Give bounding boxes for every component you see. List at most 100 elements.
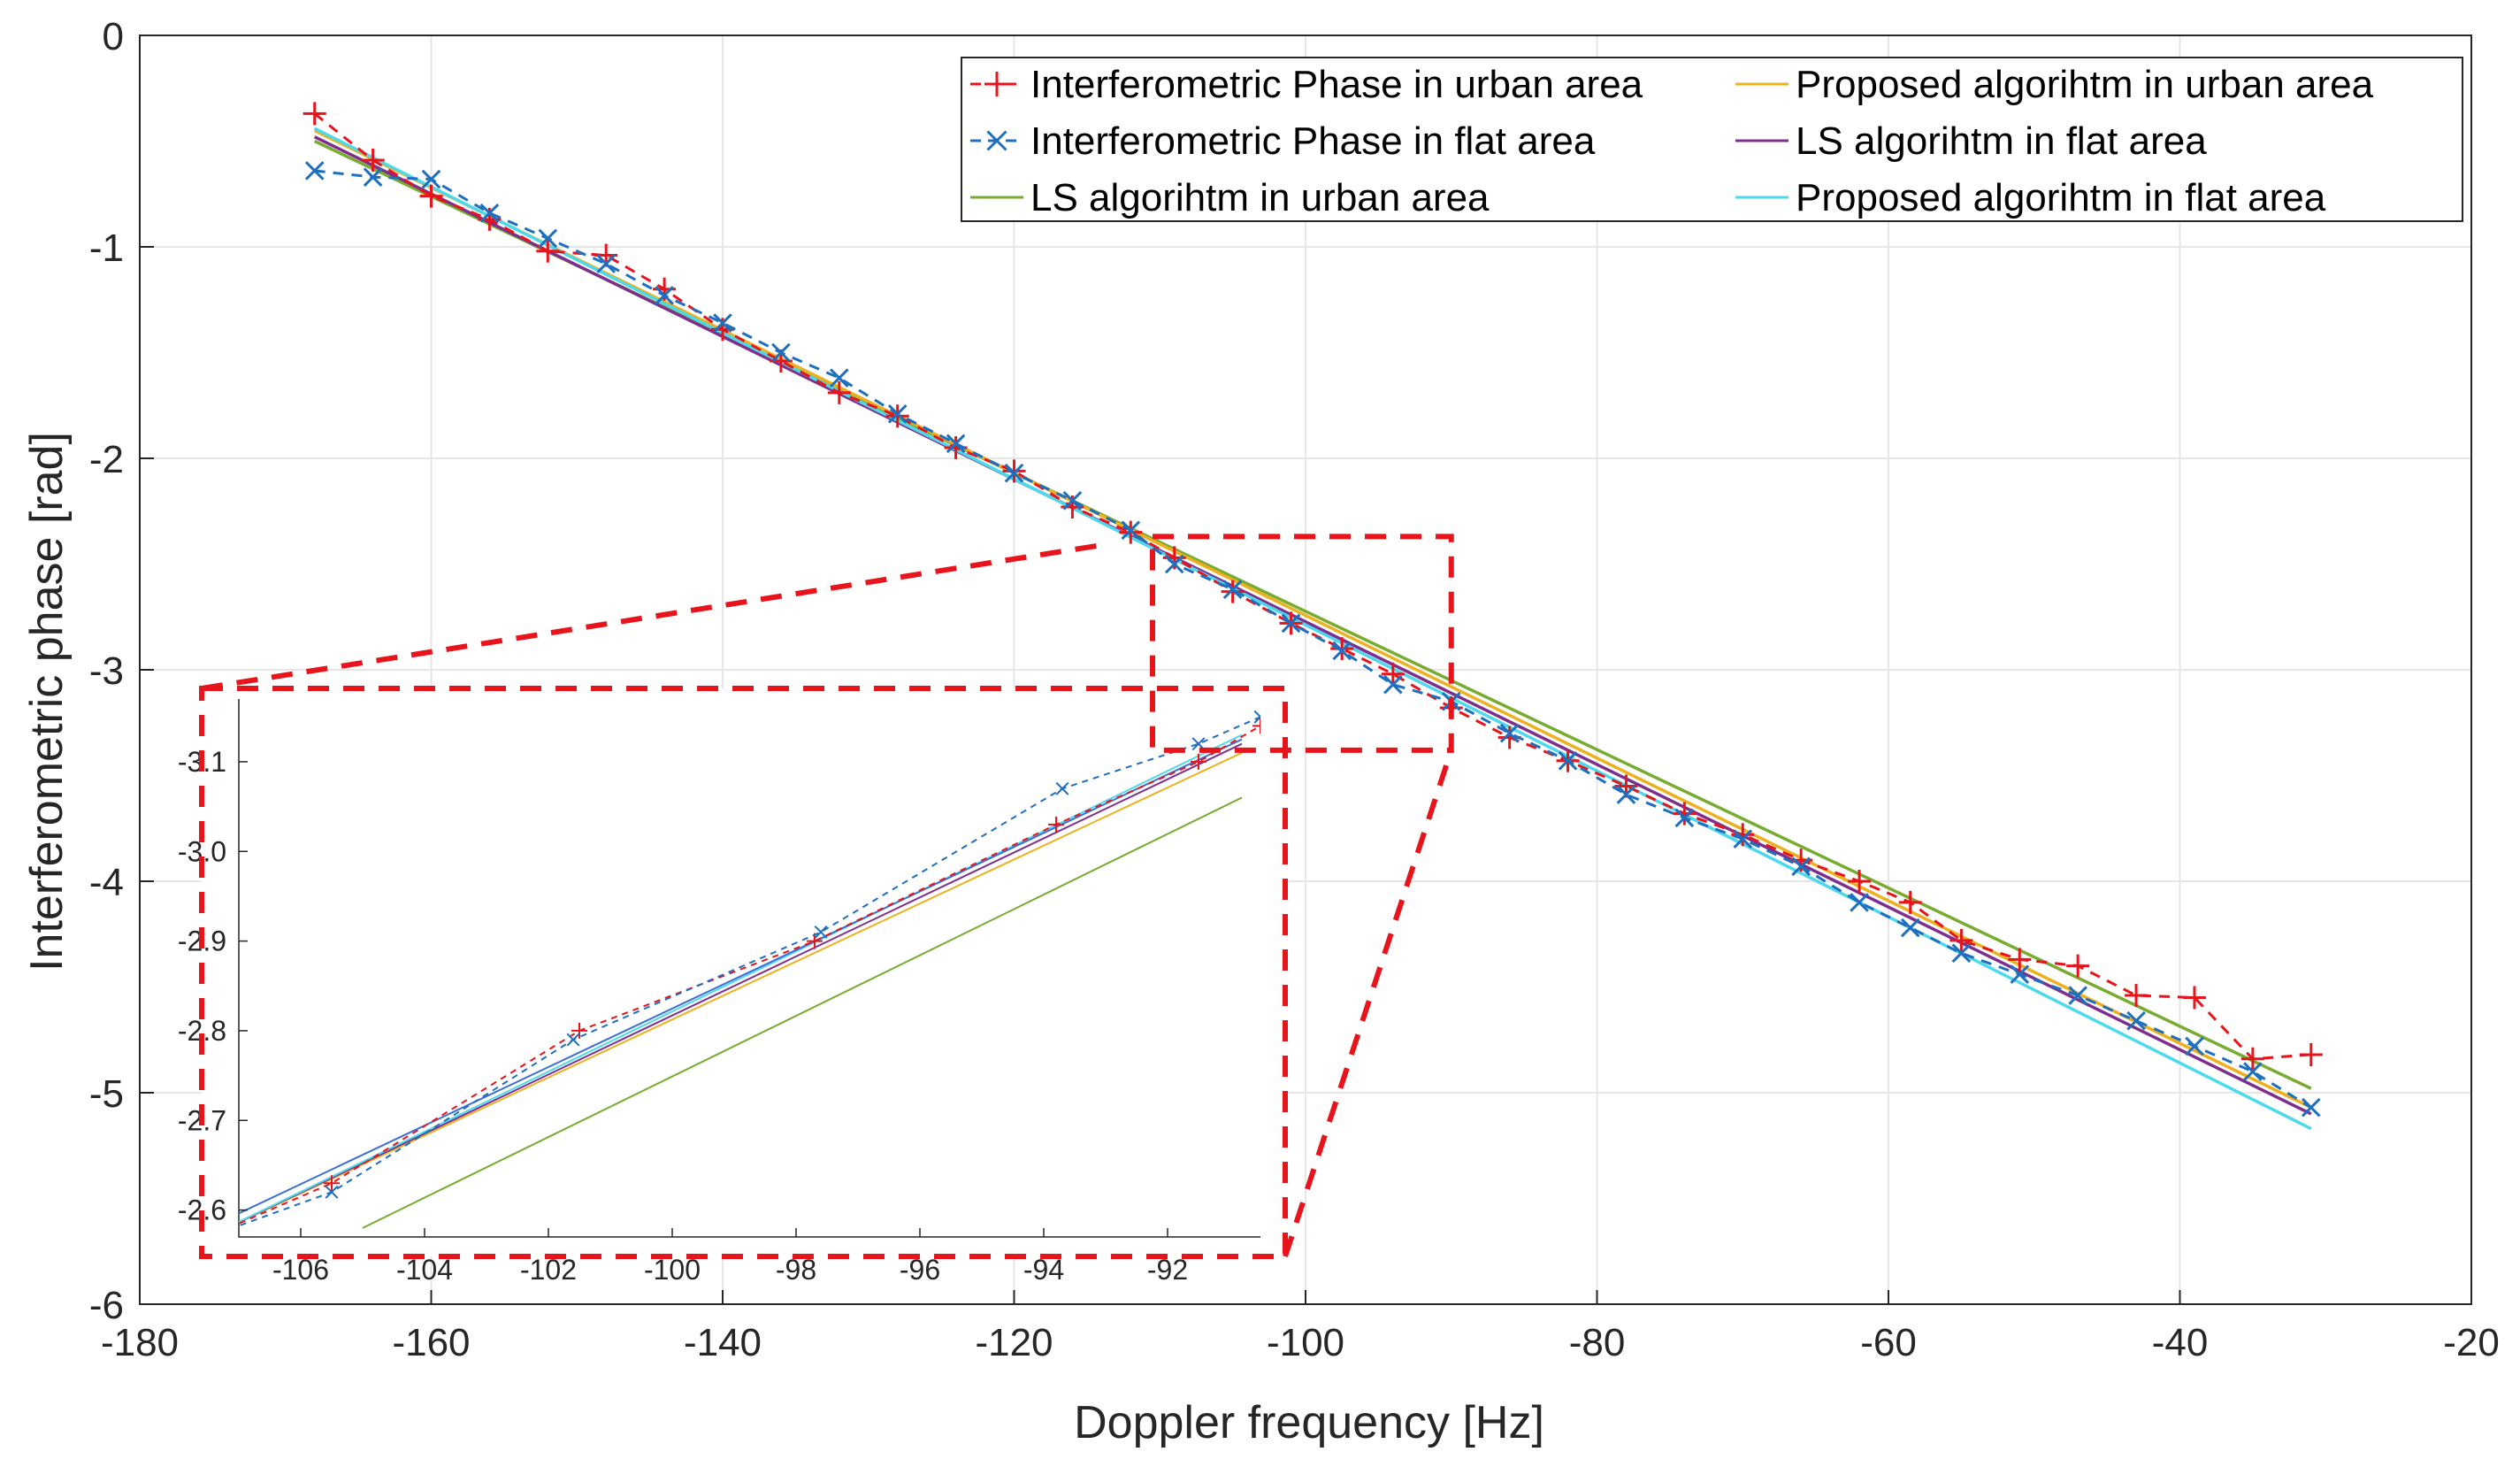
y-tick-label: -5 — [89, 1072, 124, 1116]
series-interferometric-phase-in-flat-area-x-marker — [1499, 723, 1520, 743]
series-interferometric-phase-in-urban-area-plus-marker — [1221, 580, 1245, 603]
legend-label: Proposed algorihtm in flat area — [1796, 176, 2326, 219]
inset-line-proposed-algorihtm-in-urban-area — [239, 751, 1243, 1224]
series-interferometric-phase-in-flat-area-x-marker — [1951, 943, 1972, 964]
y-axis-label: Interferometric phase [rad] — [21, 432, 73, 972]
series-interferometric-phase-in-urban-area-plus-marker — [1731, 823, 1755, 847]
series-interferometric-phase-in-flat-area-x-marker — [2243, 1062, 2263, 1081]
legend-item-proposed-algorihtm-in-flat-area[interactable]: Proposed algorihtm in flat area — [1735, 176, 2326, 219]
legend-item-interferometric-phase-in-flat-area[interactable]: Interferometric Phase in flat area — [970, 119, 1596, 163]
inset-interferometric-phase-in-flat-area-x-marker — [325, 1185, 339, 1199]
series-interferometric-phase-in-urban-area-plus-marker — [2182, 986, 2206, 1010]
series-interferometric-phase-in-flat-area-x-marker — [1558, 750, 1578, 771]
series-interferometric-phase-in-urban-area-plus-marker — [2066, 954, 2090, 978]
series-interferometric-phase-in-flat-area-x-marker — [2185, 1036, 2204, 1056]
series-interferometric-phase-in-urban-area-plus-marker — [536, 239, 560, 263]
series-interferometric-phase-in-flat-area-x-marker — [1121, 520, 1141, 541]
legend-label: Proposed algorihtm in urban area — [1796, 63, 2374, 106]
series-interferometric-phase-in-flat-area-x-marker — [1281, 613, 1301, 634]
series-interferometric-phase-in-flat-area-x-marker — [1062, 490, 1083, 511]
inset-series — [239, 710, 1260, 1229]
y-tick-label: -6 — [89, 1284, 124, 1327]
x-tick-label: -40 — [2152, 1321, 2209, 1364]
inset-interferometric-phase-in-urban-area-plus-marker — [1252, 718, 1260, 734]
series-interferometric-phase-in-flat-area-x-marker — [1164, 554, 1184, 574]
x-tick-label: -20 — [2443, 1321, 2500, 1364]
legend-label: LS algorihtm in flat area — [1796, 119, 2207, 163]
x-tick-label: -140 — [684, 1321, 762, 1364]
series-interferometric-phase-in-urban-area-plus-marker — [1002, 459, 1026, 483]
series-interferometric-phase-in-flat-area-x-marker — [2068, 986, 2087, 1005]
series-interferometric-phase-in-urban-area-plus-marker — [827, 380, 851, 404]
y-tick-label: -2 — [89, 438, 124, 481]
series-line-ls-algorihtm-in-flat-area — [313, 135, 2312, 1116]
series-interferometric-phase-in-flat-area-x-marker — [829, 368, 849, 388]
inset-interferometric-phase-in-flat-area-x-marker — [1055, 781, 1069, 795]
legend-label: Interferometric Phase in flat area — [1030, 119, 1596, 163]
x-tick-label: -60 — [1860, 1321, 1917, 1364]
series-interferometric-phase-in-urban-area-plus-marker — [419, 184, 443, 208]
series-interferometric-phase-in-flat-area-x-marker — [2010, 964, 2030, 984]
series-interferometric-phase-in-urban-area-plus-marker — [1330, 637, 1354, 661]
y-tick-label: -4 — [89, 861, 124, 904]
inset-interferometric-phase-in-flat-area-x-marker — [566, 1033, 580, 1047]
zoom-inset: -106 -104 -102 -100 -98 -96 -94 -92-2.6-2.7-2.8… — [178, 686, 1288, 1286]
series-interferometric-phase-in-urban-area-plus-marker — [2125, 984, 2149, 1008]
x-axis-label: Doppler frequency [Hz] — [1074, 1397, 1544, 1448]
series-interferometric-phase-in-flat-area-x-marker — [1791, 856, 1811, 877]
y-tick-label: 0 — [103, 15, 124, 58]
series-interferometric-phase-in-urban-area-plus-marker — [1381, 662, 1405, 686]
series-interferometric-phase-in-urban-area-plus-marker — [1898, 890, 1922, 914]
series-interferometric-phase-in-flat-area-x-marker — [1332, 641, 1352, 661]
series-interferometric-phase-in-flat-area-x-marker — [2301, 1097, 2321, 1118]
legend-item-ls-algorihtm-in-flat-area[interactable]: LS algorihtm in flat area — [1735, 119, 2207, 163]
series-interferometric-phase-in-urban-area-plus-marker — [1673, 802, 1697, 826]
series-interferometric-phase-in-flat-area-x-marker — [1674, 808, 1695, 828]
x-tick-label: -80 — [1569, 1321, 1626, 1364]
x-tick-label: -120 — [975, 1321, 1053, 1364]
legend-item-ls-algorihtm-in-urban-area[interactable]: LS algorihtm in urban area — [970, 176, 1490, 219]
series-interferometric-phase-in-flat-area-x-marker — [596, 254, 617, 273]
series-interferometric-phase-in-flat-area-x-marker — [655, 286, 674, 305]
inset-interferometric-phase-in-urban-area-plus-marker — [1048, 816, 1064, 833]
x-tick-label: -180 — [101, 1321, 179, 1364]
legend-item-proposed-algorihtm-in-urban-area[interactable]: Proposed algorihtm in urban area — [1735, 63, 2374, 106]
legend-swatch-x-marker — [986, 130, 1007, 151]
series-interferometric-phase-in-urban-area-plus-marker — [1848, 870, 1872, 893]
inset-interferometric-phase-in-urban-area-plus-marker — [324, 1175, 340, 1192]
legend-label: Interferometric Phase in urban area — [1030, 63, 1643, 106]
main-axes: -180 -160 -140 -120 -100 -80 -60 -40 -20 0 -1 -2 -3 -… — [89, 15, 2500, 1364]
inset-interferometric-phase-in-flat-area-x-marker — [814, 926, 828, 939]
series-interferometric-phase-in-urban-area-plus-marker — [1949, 928, 1973, 952]
legend[interactable]: Interferometric Phase in urban area Propo… — [961, 57, 2463, 222]
legend-label: LS algorihtm in urban area — [1030, 176, 1490, 219]
series-interferometric-phase-in-flat-area-x-marker — [1733, 829, 1753, 849]
series-interferometric-phase-in-urban-area-plus-marker — [303, 102, 326, 126]
inset-interferometric-phase-in-urban-area-plus-marker — [571, 1022, 587, 1039]
inset-interferometric-phase-in-flat-area-x-marker — [1253, 710, 1260, 724]
series-line-interferometric-phase-in-flat-area — [314, 169, 2312, 1110]
series-interferometric-phase-in-urban-area-plus-marker — [1119, 520, 1143, 544]
x-tick-label: -100 — [1267, 1321, 1344, 1364]
inset-dashed-border — [199, 686, 1288, 1259]
zoom-connector-lines — [201, 534, 1454, 1257]
series-interferometric-phase-in-flat-area-x-marker — [1383, 674, 1403, 695]
inset-background — [202, 688, 1285, 1256]
series-interferometric-phase-in-urban-area-plus-marker — [2240, 1047, 2264, 1071]
inset-interferometric-phase-in-urban-area-plus-marker — [1191, 753, 1206, 770]
x-tick-label: -160 — [392, 1321, 470, 1364]
legend-item-interferometric-phase-in-urban-area[interactable]: Interferometric Phase in urban area — [970, 63, 1643, 106]
series-interferometric-phase-in-flat-area-x-marker — [363, 167, 383, 187]
series-interferometric-phase-in-flat-area-x-marker — [1004, 463, 1024, 483]
y-tick-label: -1 — [89, 227, 124, 270]
series-interferometric-phase-in-urban-area-plus-marker — [361, 149, 385, 173]
series-interferometric-phase-in-flat-area-x-marker — [1900, 918, 1920, 938]
series-interferometric-phase-in-flat-area-x-marker — [304, 161, 325, 180]
inset-line-ls-algorihtm-in-urban-area — [362, 796, 1243, 1229]
series-interferometric-phase-in-urban-area-plus-marker — [2299, 1042, 2323, 1066]
series-interferometric-phase-in-flat-area-x-marker — [1616, 785, 1636, 804]
legend-box — [961, 57, 2463, 222]
inset-interferometric-phase-in-urban-area-plus-marker — [807, 933, 823, 949]
series-interferometric-phase-in-flat-area-x-marker — [887, 403, 908, 424]
